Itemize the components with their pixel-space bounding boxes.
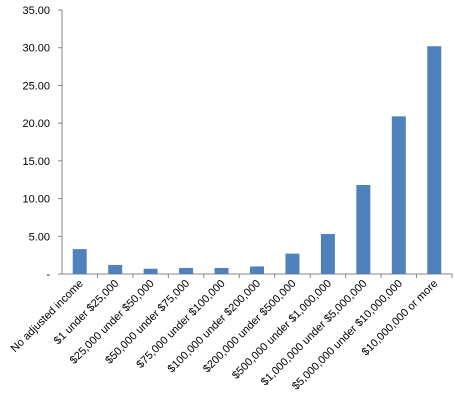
bar xyxy=(250,266,264,274)
bar xyxy=(179,267,194,274)
bar xyxy=(320,234,335,274)
bar xyxy=(391,116,406,275)
bar xyxy=(72,249,87,274)
bar xyxy=(143,268,158,274)
y-tick-label: - xyxy=(46,269,50,281)
bar xyxy=(285,253,300,274)
bar xyxy=(214,267,229,274)
y-tick-label: 30.00 xyxy=(22,43,50,55)
y-tick-label: 5.00 xyxy=(29,231,50,243)
y-tick-label: 20.00 xyxy=(22,118,50,130)
y-tick-label: 35.00 xyxy=(22,5,50,17)
x-tick-label: $1 under $25,000 xyxy=(52,278,121,347)
y-tick-label: 15.00 xyxy=(22,156,50,168)
y-tick-label: 25.00 xyxy=(22,80,50,92)
bar xyxy=(427,46,442,274)
bar xyxy=(356,184,371,274)
bar xyxy=(108,264,123,274)
y-tick-label: 10.00 xyxy=(22,194,50,206)
